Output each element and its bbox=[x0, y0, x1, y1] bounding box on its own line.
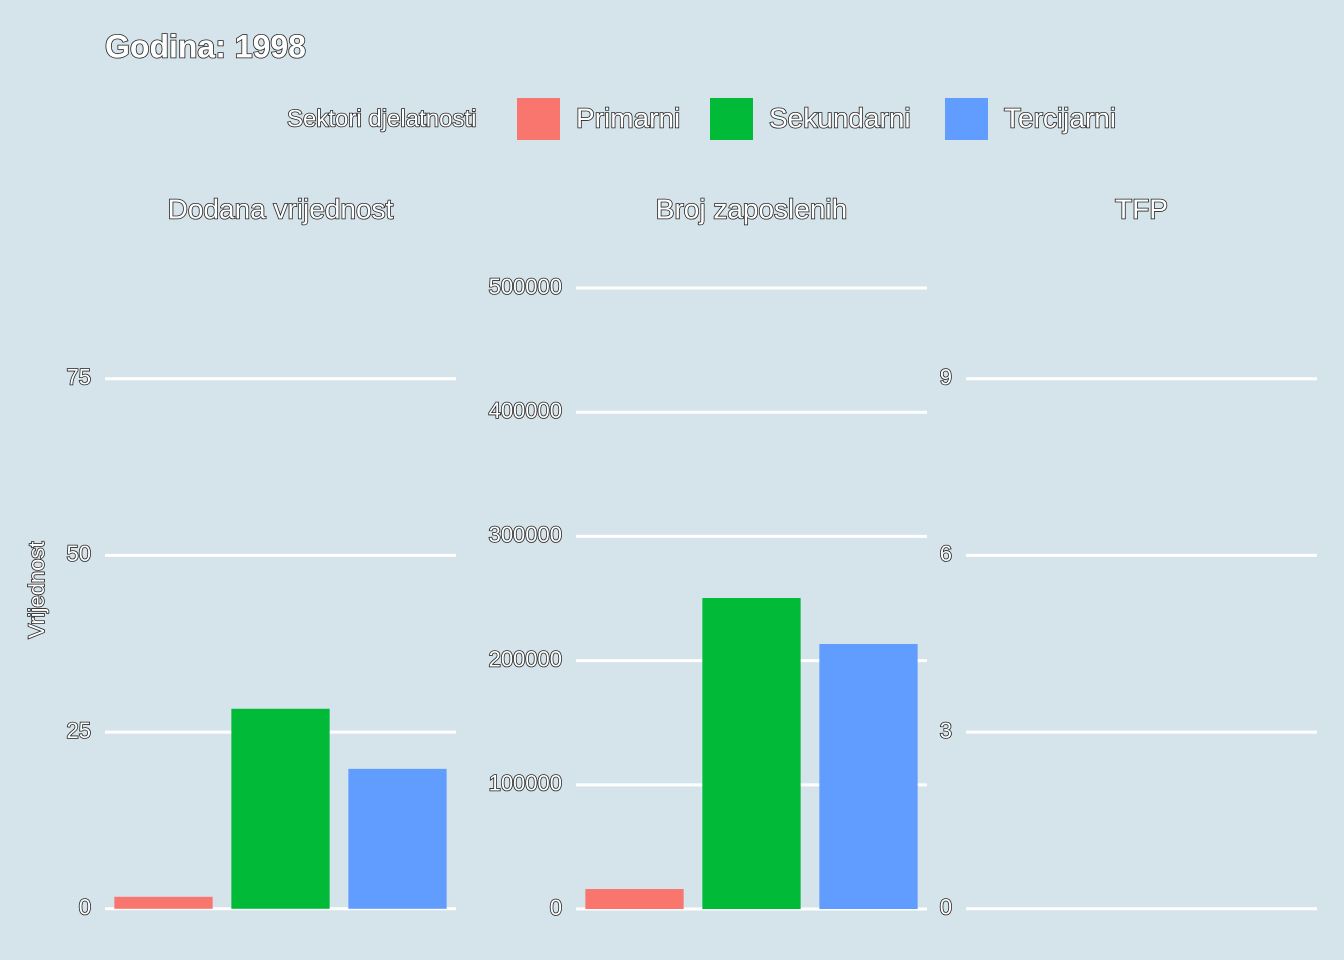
bar bbox=[585, 889, 684, 910]
y-tick-label: 0 bbox=[940, 895, 952, 920]
y-tick-label: 0 bbox=[79, 895, 91, 920]
y-tick-label: 6 bbox=[940, 541, 952, 566]
legend-key bbox=[517, 98, 560, 140]
bar bbox=[114, 896, 213, 909]
legend-label: Primarni bbox=[576, 102, 680, 133]
y-tick-label: 400000 bbox=[489, 398, 562, 423]
facet-title: TFP bbox=[1115, 193, 1168, 224]
legend-label: Tercijarni bbox=[1004, 102, 1116, 133]
y-tick-label: 0 bbox=[550, 895, 562, 920]
y-tick-label: 25 bbox=[67, 718, 91, 743]
facet-title: Dodana vrijednost bbox=[168, 193, 394, 224]
y-tick-label: 50 bbox=[67, 541, 91, 566]
bar bbox=[348, 768, 447, 909]
y-axis-label: Vrijednost bbox=[24, 541, 49, 638]
y-tick-label: 75 bbox=[67, 365, 91, 390]
legend-label: Sekundarni bbox=[769, 102, 911, 133]
y-tick-label: 9 bbox=[940, 365, 952, 390]
facet-title: Broj zaposlenih bbox=[656, 193, 847, 224]
legend-title: Sektori djelatnosti bbox=[287, 105, 476, 132]
y-tick-label: 500000 bbox=[489, 274, 562, 299]
y-tick-label: 3 bbox=[940, 718, 952, 743]
legend-key bbox=[710, 98, 753, 140]
bar bbox=[819, 643, 918, 910]
bar bbox=[702, 598, 801, 910]
y-tick-label: 200000 bbox=[489, 646, 562, 671]
y-tick-label: 300000 bbox=[489, 522, 562, 547]
y-tick-label: 100000 bbox=[489, 771, 562, 796]
legend-key bbox=[945, 98, 988, 140]
bar bbox=[231, 708, 330, 909]
chart-title: Godina: 1998 bbox=[105, 28, 306, 64]
